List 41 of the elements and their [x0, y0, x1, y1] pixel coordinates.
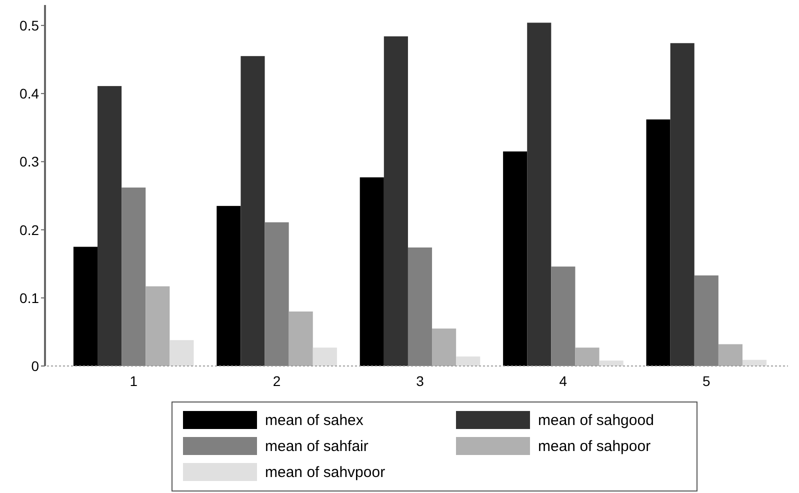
- y-tick-label: 0.4: [20, 86, 40, 102]
- bar: [170, 340, 194, 366]
- x-tick-label: 3: [416, 373, 424, 389]
- y-tick-label: 0.5: [20, 17, 40, 34]
- bar: [288, 312, 313, 366]
- bar: [240, 56, 265, 366]
- bar: [432, 328, 456, 366]
- bar: [670, 43, 694, 366]
- bar: [742, 360, 767, 366]
- bar: [456, 356, 480, 366]
- bar: [98, 86, 122, 366]
- bar: [122, 188, 146, 366]
- y-tick-label: 0: [31, 358, 40, 374]
- x-tick-label: 1: [130, 373, 138, 389]
- legend-label: mean of sahpoor: [538, 438, 651, 455]
- bar: [551, 266, 576, 366]
- legend-label: mean of sahex: [265, 412, 364, 429]
- x-tick-label: 5: [702, 373, 710, 389]
- bar: [527, 22, 552, 366]
- bar: [360, 177, 384, 366]
- bar: [216, 206, 241, 366]
- bar: [599, 360, 624, 366]
- bar: [575, 348, 600, 366]
- y-tick-label: 0.1: [20, 290, 40, 306]
- legend-label: mean of sahvpoor: [265, 464, 386, 481]
- bar: [384, 36, 408, 366]
- x-tick-label: 4: [559, 373, 568, 389]
- bar: [312, 348, 337, 366]
- bar: [646, 119, 670, 366]
- legend-label: mean of sahfair: [265, 438, 368, 455]
- y-tick-label: 0.3: [20, 154, 40, 170]
- bar: [694, 275, 718, 366]
- y-tick-label: 0.2: [20, 222, 40, 238]
- legend-label: mean of sahgood: [538, 412, 654, 429]
- bar: [146, 286, 170, 366]
- bar: [73, 246, 98, 366]
- bar: [503, 151, 528, 366]
- bar: [718, 344, 742, 366]
- x-tick-label: 2: [272, 373, 281, 389]
- bar: [408, 247, 432, 366]
- bar: [264, 222, 289, 366]
